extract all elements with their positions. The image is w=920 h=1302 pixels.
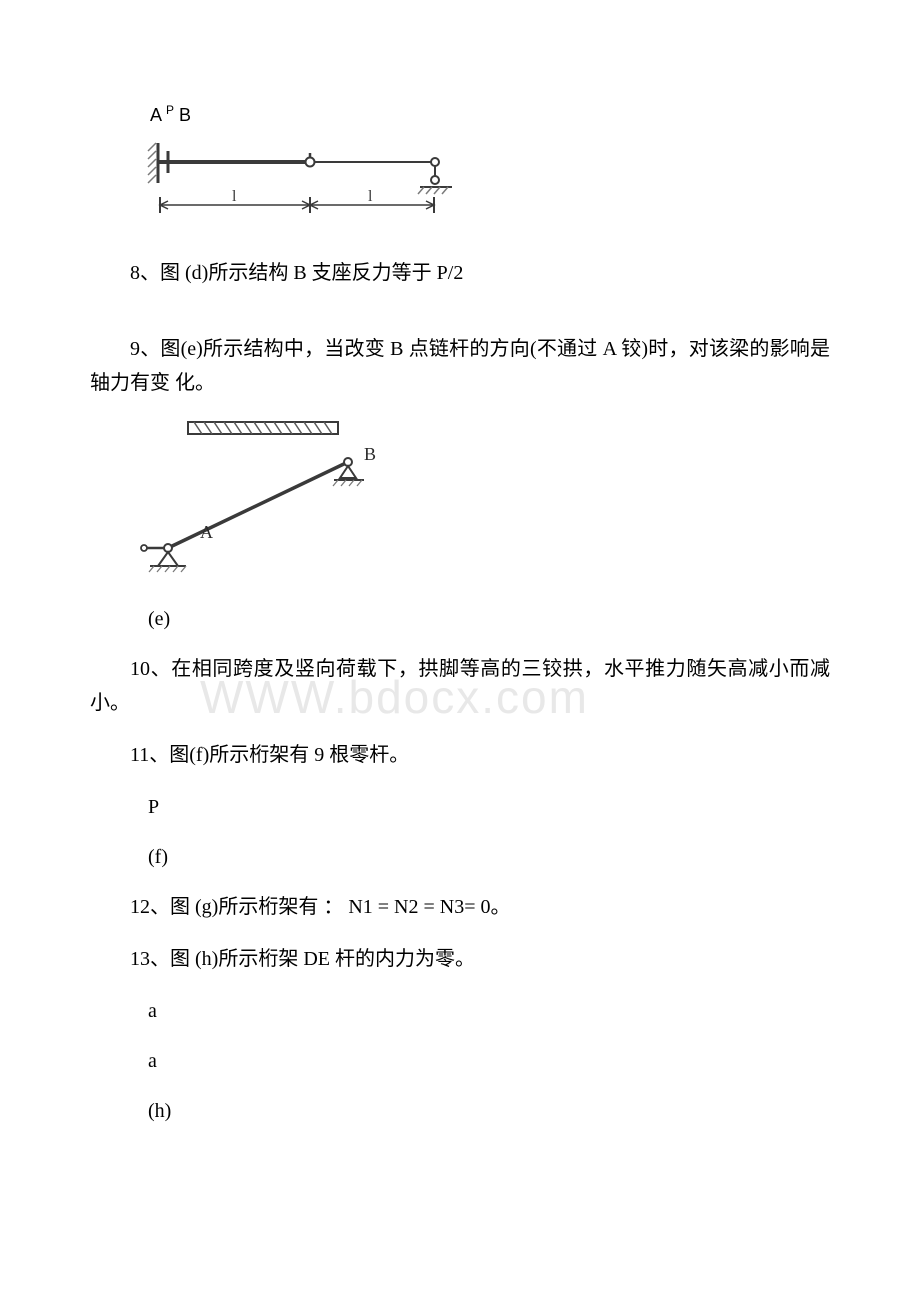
question-13: 13、图 (h)所示桁架 DE 杆的内力为零。 <box>90 942 830 976</box>
question-12: 12、图 (g)所示桁架有 ： N1 = N2 = N3= 0。 <box>90 890 830 924</box>
diagram-e-svg: A B <box>140 418 400 573</box>
a-letter-2: a <box>148 1044 830 1078</box>
svg-text:A: A <box>200 522 213 542</box>
diagram-d-label-text: A P B <box>150 105 191 125</box>
diagram-d: l l <box>140 137 830 238</box>
figure-e-label: (e) <box>148 602 830 636</box>
svg-text:l: l <box>368 188 373 205</box>
figure-f-label: (f) <box>148 840 830 874</box>
p-letter: P <box>148 790 830 824</box>
question-8: 8、图 (d)所示结构 B 支座反力等于 P/2 <box>90 256 830 290</box>
question-11: 11、图(f)所示桁架有 9 根零杆。 <box>90 738 830 772</box>
svg-text:l: l <box>232 188 237 205</box>
figure-h-label: (h) <box>148 1094 830 1128</box>
diagram-e: A B <box>140 418 830 584</box>
question-10: 10、在相同跨度及竖向荷载下，拱脚等高的三铰拱，水平推力随矢高减小而减小。 <box>90 652 830 720</box>
a-letter-1: a <box>148 994 830 1028</box>
svg-text:B: B <box>364 444 376 464</box>
diagram-d-svg: l l <box>140 137 460 227</box>
diagram-d-label: A P B <box>150 100 830 131</box>
question-9: 9、图(e)所示结构中，当改变 B 点链杆的方向(不通过 A 铰)时，对该梁的影… <box>90 332 830 400</box>
